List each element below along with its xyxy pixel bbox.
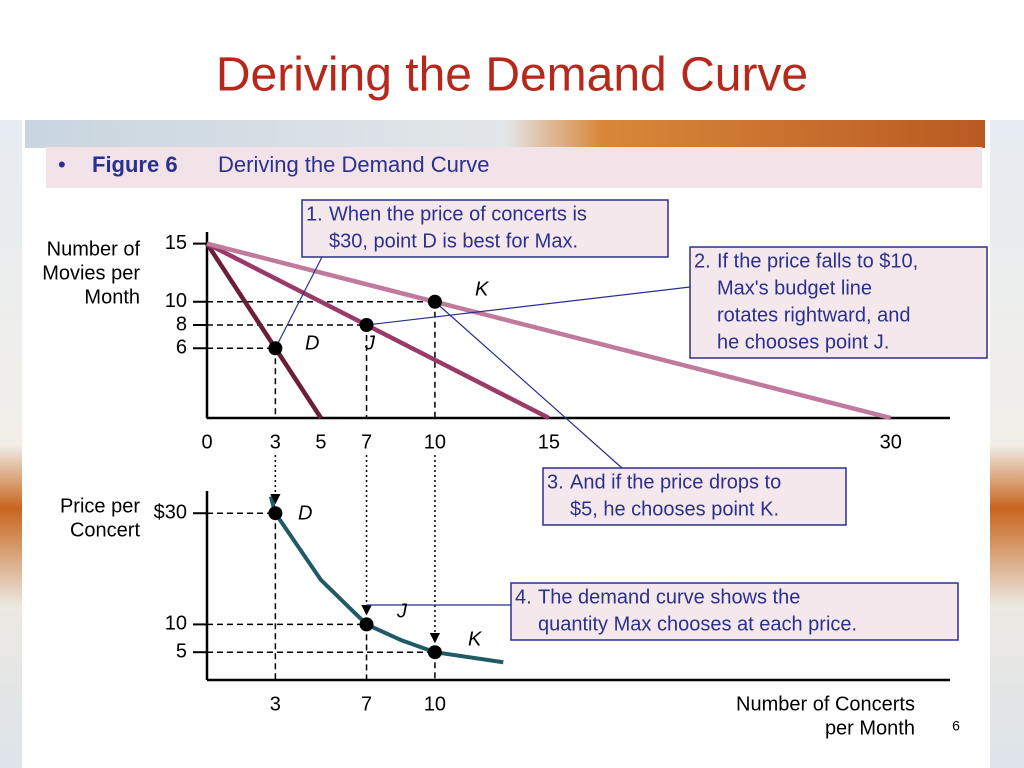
connector <box>434 301 623 469</box>
annotation-box <box>542 467 847 526</box>
caption-label: Figure 6 <box>92 152 178 177</box>
decor-left <box>0 120 22 768</box>
point <box>268 341 283 356</box>
annotation-line: $30, point D is best for Max. <box>329 230 578 252</box>
point <box>359 318 374 332</box>
point-label: K <box>468 628 483 650</box>
annotation-line: he chooses point J. <box>717 331 889 353</box>
x-tick-label: 15 <box>538 431 560 453</box>
slide-title: Deriving the Demand Curve <box>216 49 808 102</box>
decor-right <box>990 120 1024 768</box>
line-series <box>205 242 323 420</box>
y-axis-label: Concert <box>70 519 140 541</box>
annotation-box <box>510 582 959 641</box>
annotation-number: 4. <box>515 586 532 608</box>
x-tick-label: 7 <box>361 431 372 453</box>
x-tick-label: 5 <box>315 431 326 453</box>
point <box>427 294 442 309</box>
point-label: D <box>305 332 319 354</box>
x-tick-label: 3 <box>270 431 281 453</box>
x-axis-label: per Month <box>825 717 915 739</box>
connector <box>274 256 323 349</box>
x-tick-label: 3 <box>270 693 281 715</box>
point-label: J <box>364 332 376 354</box>
y-tick-label: 8 <box>176 313 187 335</box>
annotation-line: $5, he chooses point K. <box>570 498 779 520</box>
connector <box>366 286 691 326</box>
line-series <box>206 241 892 421</box>
bullet: • <box>58 152 66 177</box>
y-axis-label: Movies per <box>42 262 140 284</box>
annotation-line: The demand curve shows the <box>538 586 800 608</box>
caption-box <box>46 147 982 188</box>
y-tick-label: 6 <box>176 337 187 359</box>
caption-text: Deriving the Demand Curve <box>218 152 489 177</box>
y-axis-label: Number of <box>47 238 141 260</box>
point <box>427 645 442 660</box>
annotation-line: When the price of concerts is <box>329 203 587 225</box>
x-tick-label: 10 <box>424 693 446 715</box>
y-tick-label: 15 <box>165 232 187 254</box>
line-series <box>205 241 550 421</box>
annotation-number: 3. <box>547 471 564 493</box>
annotation-line: Max's budget line <box>717 277 872 299</box>
y-tick-label: 5 <box>176 640 187 662</box>
point-label: J <box>396 600 408 622</box>
annotation-box <box>301 199 669 258</box>
x-tick-label: 0 <box>201 431 212 453</box>
decor-band <box>25 120 985 148</box>
annotation-box <box>689 246 988 359</box>
page-number: 6 <box>952 718 960 734</box>
point <box>268 506 283 521</box>
y-tick-label: 10 <box>165 613 187 635</box>
y-axis-label: Month <box>84 286 140 308</box>
annotation-number: 2. <box>694 250 711 272</box>
point <box>359 617 374 632</box>
annotation-line: And if the price drops to <box>570 471 781 493</box>
point-label: K <box>475 278 490 300</box>
annotation-number: 1. <box>306 203 323 225</box>
x-tick-label: 10 <box>424 431 446 453</box>
annotation-line: If the price falls to $10, <box>717 250 918 272</box>
y-axis-label: Price per <box>60 495 140 517</box>
y-tick-label: $30 <box>154 502 187 524</box>
x-axis-label: Number of Concerts <box>736 693 915 715</box>
annotation-line: quantity Max chooses at each price. <box>538 613 857 635</box>
annotation-line: rotates rightward, and <box>717 304 910 326</box>
x-tick-label: 30 <box>880 431 902 453</box>
x-tick-label: 7 <box>361 693 372 715</box>
y-tick-label: 10 <box>165 290 187 312</box>
point-label: D <box>298 502 312 524</box>
